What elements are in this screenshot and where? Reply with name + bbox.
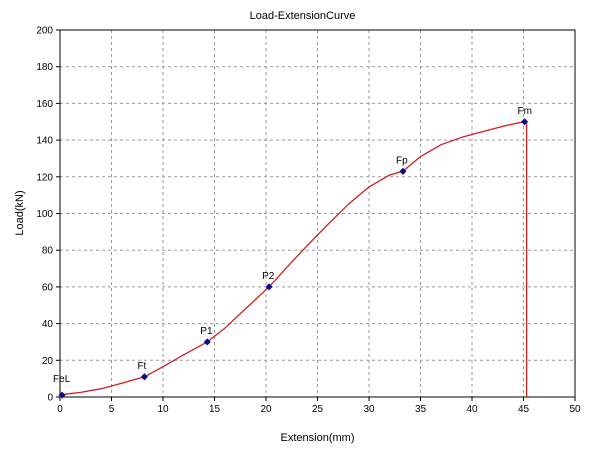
x-tick-label: 20 [260,404,272,415]
point-label-p2: P2 [262,271,275,282]
y-tick-label: 180 [36,62,53,73]
y-tick-label: 60 [42,282,54,293]
markers-group: FeL Ft P1 P2 Fp Fm [53,106,532,399]
x-tick-label: 0 [57,404,63,415]
x-tick-label: 45 [518,404,530,415]
y-tick-label: 160 [36,99,53,110]
point-marker-fp [399,167,407,175]
x-tick-label: 40 [466,404,478,415]
x-axis-label: Extension(mm) [280,432,355,444]
ticks: 0 5 10 15 20 25 30 35 40 45 50 0 20 40 60 80 100 120 140 16… [36,26,581,416]
y-tick-label: 0 [47,393,53,404]
point-marker-p2 [265,283,273,291]
point-label-fm: Fm [518,106,532,117]
point-label-ft: Ft [137,361,146,372]
point-label-fp: Fp [396,155,408,166]
y-tick-label: 80 [42,246,54,257]
y-tick-label: 140 [36,136,53,147]
y-tick-label: 100 [36,209,53,220]
load-extension-line [59,121,528,398]
y-tick-label: 200 [36,26,53,37]
point-label-p1: P1 [200,326,213,337]
grid [60,30,575,397]
point-marker-fm [520,118,529,126]
point-label-fel: FeL [53,374,71,385]
y-tick-label: 40 [42,319,54,330]
chart-title: Load-ExtensionCurve [249,10,356,22]
series-group [59,121,528,398]
x-tick-label: 35 [415,404,427,415]
point-marker-p1 [203,338,211,346]
x-tick-label: 10 [157,404,169,415]
y-tick-label: 20 [42,356,54,367]
x-tick-label: 50 [569,404,581,415]
point-marker-ft [140,373,148,381]
x-tick-label: 25 [312,404,324,415]
x-tick-label: 30 [363,404,375,415]
y-tick-label: 120 [36,172,53,183]
point-marker-fel [58,391,66,399]
x-tick-label: 5 [109,404,115,415]
x-tick-label: 15 [209,404,221,415]
